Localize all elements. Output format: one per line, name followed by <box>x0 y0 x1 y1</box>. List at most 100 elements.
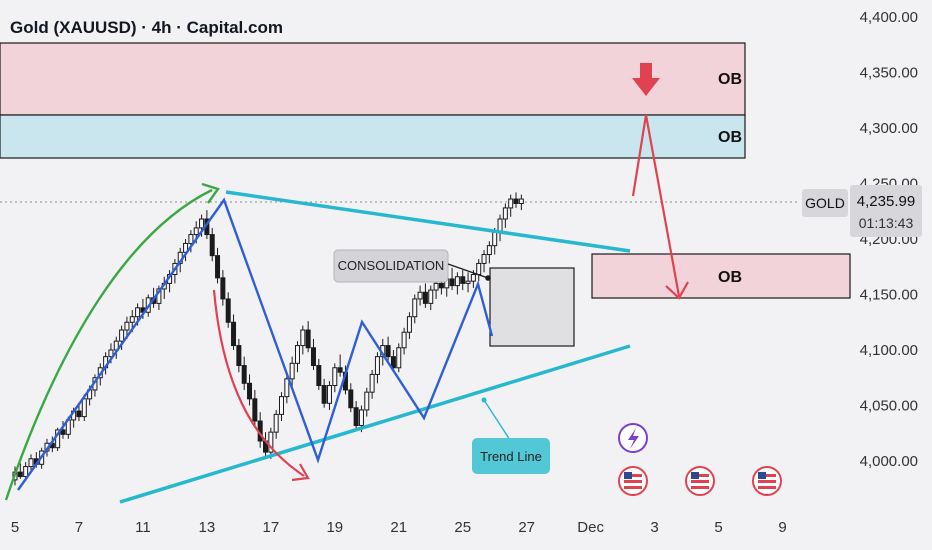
candle-body <box>60 429 66 435</box>
price-tag-value: 4,235.99 <box>857 193 915 210</box>
us-flag-event-icon[interactable] <box>618 466 648 496</box>
candle-body <box>476 262 482 276</box>
price-tag-countdown: 01:13:43 <box>859 215 914 231</box>
candle <box>289 356 295 388</box>
candle-body <box>310 347 316 367</box>
red-arc-arrow <box>212 289 305 477</box>
candle-body <box>294 345 300 364</box>
candle <box>364 387 370 417</box>
candle-body <box>417 291 423 300</box>
candle-body <box>454 276 460 287</box>
x-tick-label: 27 <box>518 519 535 536</box>
candle-body <box>449 278 455 287</box>
ob-label-upper: OB <box>718 71 742 88</box>
price-tag <box>850 185 922 237</box>
candle-body <box>188 234 194 244</box>
candle-body <box>428 289 434 304</box>
candle-body <box>209 234 215 257</box>
ob-zone-middle <box>0 114 746 159</box>
candle-body <box>513 198 519 204</box>
candle <box>406 312 412 339</box>
candle-body <box>470 274 476 282</box>
red-arc-arrowhead <box>291 463 310 482</box>
trend-line-label: Trend Line <box>480 449 542 464</box>
candle <box>231 314 237 350</box>
candle <box>508 194 514 217</box>
candle-body <box>422 291 428 304</box>
x-tick-label: 25 <box>454 519 471 536</box>
candle <box>465 272 471 293</box>
x-tick-label: 9 <box>778 519 786 536</box>
ob-label-lower: OB <box>718 269 742 286</box>
candle <box>268 427 274 459</box>
candle <box>353 401 359 430</box>
candle-body <box>119 329 125 342</box>
candle <box>279 392 284 422</box>
projection-up-line <box>631 114 648 197</box>
candle-body <box>492 231 498 247</box>
candle <box>369 369 375 399</box>
candle <box>417 285 423 306</box>
x-axis: 5 7 11 13 17 19 21 25 27 Dec 3 5 9 <box>11 519 787 536</box>
candle-body <box>481 254 487 264</box>
candle-body <box>385 345 391 358</box>
candle-body <box>433 282 439 291</box>
candle-body <box>129 316 135 323</box>
consolidation-pointer <box>447 263 489 279</box>
candle <box>518 194 524 211</box>
candle-body <box>518 198 524 204</box>
candle <box>305 321 311 353</box>
candle <box>241 356 247 390</box>
candle-body <box>124 321 130 331</box>
candle <box>348 383 354 413</box>
consolidation-box <box>489 267 575 347</box>
candle-body <box>412 298 418 318</box>
candle <box>396 343 402 373</box>
consolidation-pointer-dot <box>485 275 491 281</box>
candle-body <box>305 329 311 349</box>
candle-body <box>460 276 466 284</box>
us-flag-event-icon[interactable] <box>685 466 715 496</box>
candle <box>294 341 300 373</box>
candle <box>374 352 380 384</box>
projection-down-line <box>644 114 681 297</box>
x-tick-label: 17 <box>262 519 279 536</box>
candle <box>252 389 258 428</box>
x-tick-label: 13 <box>199 519 216 536</box>
candle-body <box>231 321 237 347</box>
candle <box>225 292 231 328</box>
candle-body <box>300 329 306 347</box>
ob-label-middle: OB <box>718 129 742 146</box>
lightning-event-icon[interactable] <box>618 423 648 453</box>
consolidation-callout <box>333 249 449 283</box>
candle-body <box>465 280 471 284</box>
x-tick-label: 5 <box>714 519 722 536</box>
candle-body <box>369 373 375 393</box>
candle-body <box>241 365 247 384</box>
candle-body <box>321 385 327 404</box>
candle-body <box>76 410 82 418</box>
x-tick-label: Dec <box>577 519 604 536</box>
y-tick-label: 4,350.00 <box>860 65 918 82</box>
candle-body <box>273 413 279 433</box>
candle <box>326 381 332 410</box>
consolidation-label: CONSOLIDATION <box>338 258 445 273</box>
candle-body <box>108 349 114 358</box>
candle <box>28 454 34 473</box>
candle <box>412 294 418 324</box>
ob-zone-lower <box>591 253 851 299</box>
down-arrow-icon <box>632 63 660 96</box>
candle-body <box>199 218 205 229</box>
candle-body <box>289 362 295 380</box>
candle-body <box>348 389 354 409</box>
y-tick-label: 4,400.00 <box>860 9 918 26</box>
us-flag-event-icon[interactable] <box>752 466 782 496</box>
candle <box>316 358 322 390</box>
candle <box>481 250 487 273</box>
candle-body <box>508 198 514 209</box>
candle-body <box>337 367 343 373</box>
projection-arrowhead <box>665 281 689 300</box>
candle-body <box>220 277 226 300</box>
